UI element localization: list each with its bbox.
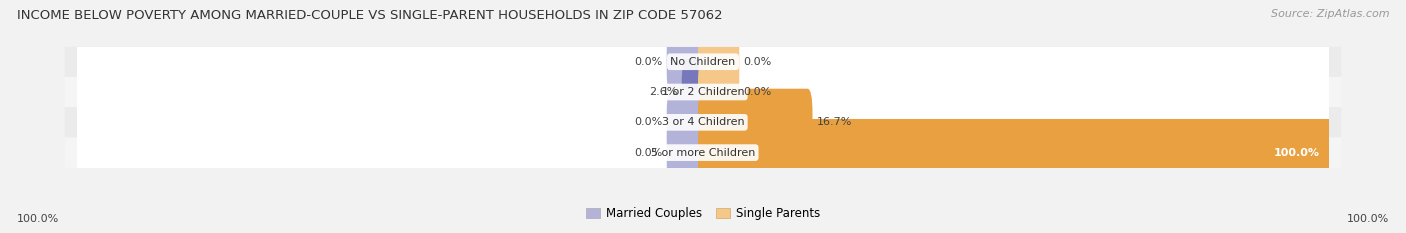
FancyBboxPatch shape [697, 28, 740, 95]
FancyBboxPatch shape [697, 58, 740, 126]
Text: 0.0%: 0.0% [634, 117, 662, 127]
Legend: Married Couples, Single Parents: Married Couples, Single Parents [581, 202, 825, 225]
FancyBboxPatch shape [72, 83, 1334, 162]
Text: 0.0%: 0.0% [744, 87, 772, 97]
Text: 0.0%: 0.0% [744, 57, 772, 67]
FancyBboxPatch shape [666, 119, 709, 186]
FancyBboxPatch shape [697, 89, 813, 156]
Text: INCOME BELOW POVERTY AMONG MARRIED-COUPLE VS SINGLE-PARENT HOUSEHOLDS IN ZIP COD: INCOME BELOW POVERTY AMONG MARRIED-COUPL… [17, 9, 723, 22]
Text: 1 or 2 Children: 1 or 2 Children [662, 87, 744, 97]
FancyBboxPatch shape [682, 58, 709, 126]
FancyBboxPatch shape [72, 113, 1334, 192]
FancyBboxPatch shape [697, 119, 1334, 186]
Text: 100.0%: 100.0% [1347, 214, 1389, 224]
Text: 0.0%: 0.0% [634, 57, 662, 67]
Text: 100.0%: 100.0% [17, 214, 59, 224]
FancyBboxPatch shape [65, 47, 1341, 77]
FancyBboxPatch shape [65, 77, 1341, 107]
FancyBboxPatch shape [65, 137, 1341, 168]
FancyBboxPatch shape [72, 52, 1334, 132]
Text: 16.7%: 16.7% [817, 117, 852, 127]
Text: 5 or more Children: 5 or more Children [651, 148, 755, 158]
Text: Source: ZipAtlas.com: Source: ZipAtlas.com [1271, 9, 1389, 19]
FancyBboxPatch shape [666, 89, 709, 156]
Text: 100.0%: 100.0% [1274, 148, 1319, 158]
FancyBboxPatch shape [666, 28, 709, 95]
Text: No Children: No Children [671, 57, 735, 67]
FancyBboxPatch shape [65, 107, 1341, 137]
Text: 2.6%: 2.6% [650, 87, 678, 97]
FancyBboxPatch shape [72, 22, 1334, 101]
Text: 3 or 4 Children: 3 or 4 Children [662, 117, 744, 127]
Text: 0.0%: 0.0% [634, 148, 662, 158]
